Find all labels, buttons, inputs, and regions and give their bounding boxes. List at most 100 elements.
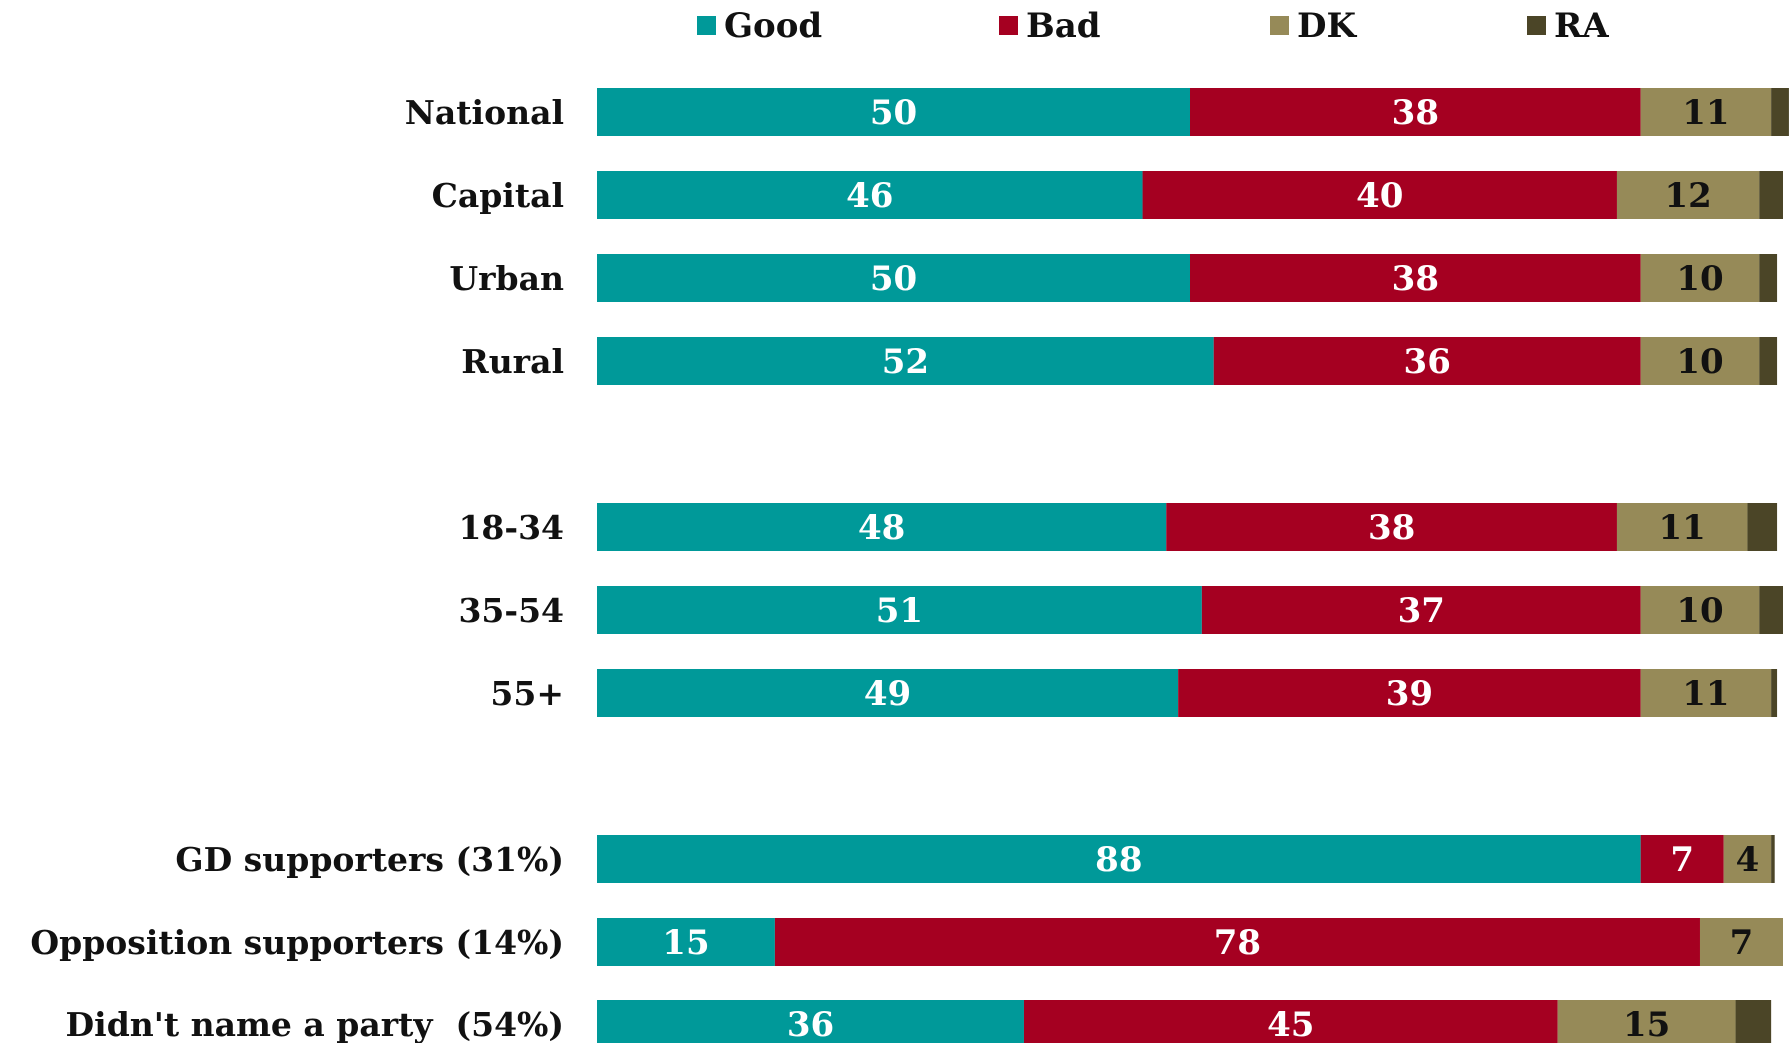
data-label-bad: 38 (1392, 259, 1439, 299)
data-label-bad: 39 (1386, 674, 1433, 714)
bar-segment-good (597, 337, 1214, 385)
bar-segment-good (597, 88, 1190, 136)
data-label-dk: 7 (1730, 923, 1754, 963)
bar-segment-good (597, 918, 775, 966)
bar-segment-bad (1201, 586, 1641, 634)
bar-segment-good (597, 503, 1167, 551)
data-label-dk: 11 (1659, 508, 1706, 548)
data-label-good: 46 (846, 176, 893, 216)
bar-segment-dk (1616, 171, 1760, 219)
legend-swatch (1527, 16, 1546, 35)
data-label-good: 88 (1095, 840, 1142, 880)
bar-segment-ra (1771, 669, 1778, 717)
category-label: 18-34 (458, 508, 564, 547)
data-label-good: 51 (876, 591, 923, 631)
data-label-good: 48 (858, 508, 905, 548)
bar-segment-dk (1723, 835, 1772, 883)
bar-segment-dk (1640, 337, 1760, 385)
legend-swatch (697, 16, 716, 35)
legend-item-bad: Bad (999, 6, 1101, 46)
bar-segment-ra (1759, 337, 1778, 385)
bar-segment-bad (1023, 1000, 1558, 1043)
legend-item-ra: RA (1527, 6, 1609, 46)
bar-segment-bad (1190, 254, 1641, 302)
data-label-dk: 10 (1676, 259, 1723, 299)
bar-segment-good (597, 835, 1641, 883)
bar-segment-good (597, 1000, 1024, 1043)
legend-swatch (1270, 16, 1289, 35)
bar-segment-bad (1166, 503, 1617, 551)
data-label-bad: 38 (1392, 93, 1439, 133)
category-label: Opposition supporters (14%) (30, 923, 564, 962)
data-label-good: 50 (870, 259, 917, 299)
category-label: 55+ (490, 674, 564, 713)
bar-segment-ra (1735, 1000, 1772, 1043)
legend-label: Bad (1026, 6, 1101, 46)
bar-segment-ra (1759, 586, 1783, 634)
category-label: GD supporters (31%) (175, 840, 564, 879)
data-label-bad: 78 (1214, 923, 1261, 963)
bar-segment-ra (1771, 835, 1775, 883)
bar-segment-good (597, 586, 1202, 634)
bar-segment-good (597, 669, 1179, 717)
bar-row-national: 50 38 11 (597, 88, 1789, 136)
legend-swatch (999, 16, 1018, 35)
data-label-dk: 15 (1623, 1005, 1670, 1043)
data-label-good: 49 (864, 674, 911, 714)
bar-segment-good (597, 171, 1143, 219)
bar-segment-bad (1640, 835, 1724, 883)
legend-item-good: Good (697, 6, 822, 46)
data-label-bad: 38 (1368, 508, 1415, 548)
bar-row-capital: 46 40 12 (597, 171, 1783, 219)
bar-segment-ra (1771, 88, 1789, 136)
bar-row-35-54: 51 37 10 (597, 586, 1783, 634)
data-label-dk: 10 (1676, 342, 1723, 382)
bar-segment-ra (1759, 254, 1778, 302)
bar-row-18-34: 48 38 11 (597, 503, 1778, 551)
data-label-dk: 4 (1736, 840, 1760, 880)
bar-segment-dk (1616, 503, 1748, 551)
legend-item-dk: DK (1270, 6, 1357, 46)
bar-segment-dk (1640, 586, 1760, 634)
category-label: Didn't name a party (54%) (66, 1005, 564, 1043)
bar-segment-ra (1747, 503, 1778, 551)
bar-segment-dk (1640, 88, 1772, 136)
chart-legend: Good Bad DK RA (697, 6, 1609, 46)
bar-row-opposition-supporters-14: 15 78 7 (597, 918, 1783, 966)
category-labels: National Capital Urban Rural 18-34 35-54 55+ GD… (30, 93, 564, 1043)
category-label: National (405, 93, 564, 132)
legend-label: DK (1297, 6, 1357, 46)
bars-area: 50 38 11 46 40 12 50 38 10 52 36 10 48 38 11 51 37 10 49 39… (597, 88, 1789, 1043)
data-label-bad: 40 (1356, 176, 1403, 216)
bar-row-didn-t-name-a-party-54: 36 45 15 (597, 1000, 1772, 1043)
bar-segment-bad (1213, 337, 1641, 385)
category-label: Capital (432, 176, 564, 215)
bar-segment-bad (1178, 669, 1641, 717)
data-label-bad: 7 (1670, 840, 1694, 880)
data-label-dk: 10 (1676, 591, 1723, 631)
legend-label: RA (1554, 6, 1609, 46)
bar-segment-dk (1640, 669, 1772, 717)
bar-segment-bad (1142, 171, 1617, 219)
data-label-dk: 11 (1682, 93, 1729, 133)
bar-segment-dk (1557, 1000, 1736, 1043)
data-label-bad: 36 (1404, 342, 1451, 382)
bar-segment-dk (1640, 254, 1760, 302)
bar-row-gd-supporters-31: 88 7 4 (597, 835, 1775, 883)
data-label-good: 15 (662, 923, 709, 963)
data-label-good: 50 (870, 93, 917, 133)
bar-segment-bad (774, 918, 1700, 966)
category-label: Rural (461, 342, 564, 381)
data-label-dk: 12 (1664, 176, 1711, 216)
bar-row-rural: 52 36 10 (597, 337, 1778, 385)
bar-row-urban: 50 38 10 (597, 254, 1778, 302)
data-label-good: 52 (882, 342, 929, 382)
category-label: Urban (449, 259, 564, 298)
bar-segment-ra (1759, 171, 1783, 219)
bar-segment-good (597, 254, 1190, 302)
data-label-good: 36 (787, 1005, 834, 1043)
bar-segment-bad (1190, 88, 1641, 136)
data-label-dk: 11 (1682, 674, 1729, 714)
bar-row-55: 49 39 11 (597, 669, 1778, 717)
